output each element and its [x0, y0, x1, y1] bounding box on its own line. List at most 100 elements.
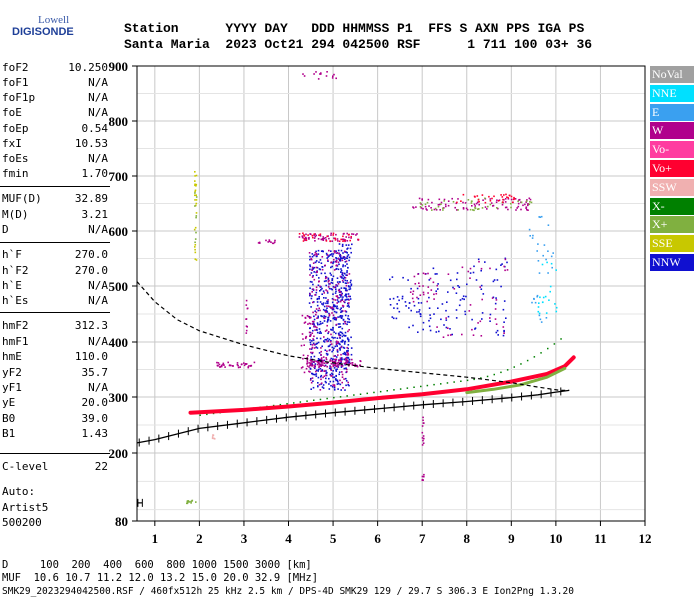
echo-dot	[520, 201, 523, 204]
echo-dot	[534, 301, 537, 304]
echo-dot	[343, 378, 345, 380]
echo-dot	[340, 360, 342, 362]
echo-dot	[433, 298, 435, 300]
echo-dot	[311, 295, 313, 297]
echo-dot	[311, 268, 314, 271]
echo-dot	[333, 355, 336, 357]
echo-dot	[497, 200, 500, 202]
echo-dot	[501, 263, 503, 265]
echo-dot	[328, 314, 331, 317]
param-value: 1.70	[81, 167, 109, 180]
echo-dot	[341, 371, 343, 373]
echo-dot	[188, 501, 191, 503]
echo-dot	[328, 338, 331, 341]
echo-dot	[338, 290, 341, 292]
echo-dot	[310, 351, 312, 354]
echo-dot	[342, 238, 345, 241]
echo-dot	[507, 208, 509, 211]
echo-dot	[312, 386, 315, 389]
echo-dot	[440, 383, 442, 385]
echo-dot	[346, 263, 348, 265]
echo-dot	[195, 185, 197, 187]
echo-dot	[335, 261, 337, 263]
echo-dot	[327, 302, 329, 305]
echo-dot	[325, 352, 328, 355]
echo-dot	[351, 364, 354, 366]
echo-dot	[311, 269, 313, 271]
echo-dot	[332, 75, 334, 77]
echo-dot	[337, 301, 340, 303]
echo-dot	[341, 273, 343, 276]
auto-label: Auto:	[2, 485, 36, 498]
echo-dot	[345, 380, 348, 382]
echo-dot	[463, 298, 465, 301]
echo-dot	[412, 206, 414, 208]
echo-dot	[194, 244, 197, 246]
echo-dot	[253, 361, 256, 364]
echo-dot	[339, 383, 342, 386]
echo-dot	[447, 334, 449, 337]
echo-dot	[324, 380, 327, 383]
echo-dot	[325, 374, 327, 376]
echo-dot	[312, 288, 315, 290]
param-key: foF1	[2, 76, 29, 89]
param-key: hmF1	[2, 335, 29, 348]
legend-item: E	[650, 103, 694, 121]
echo-dot	[301, 366, 304, 368]
echo-dot	[547, 250, 549, 252]
echo-dot	[335, 375, 337, 377]
echo-dot	[432, 267, 435, 270]
echo-dot	[459, 299, 462, 301]
echo-dot	[349, 295, 351, 298]
echo-dot	[489, 203, 492, 206]
echo-dot	[359, 360, 361, 362]
echo-dot	[347, 244, 350, 246]
echo-dot	[540, 352, 542, 354]
echo-dot	[443, 200, 445, 202]
echo-dot	[454, 206, 456, 209]
echo-dot	[346, 248, 348, 250]
echo-dot	[469, 304, 472, 306]
x-tick-label: 2	[196, 531, 203, 546]
echo-dot	[230, 364, 232, 367]
echo-dot	[526, 359, 529, 362]
echo-dot	[313, 347, 316, 349]
echo-dot	[347, 330, 349, 333]
echo-dot	[346, 371, 348, 373]
echo-dot	[245, 304, 248, 306]
echo-dot	[430, 289, 433, 291]
echo-dot	[330, 281, 333, 284]
echo-dot	[314, 326, 317, 328]
echo-dot	[422, 207, 424, 210]
echo-dot	[268, 240, 271, 243]
echo-dot	[335, 268, 337, 270]
echo-dot	[471, 200, 473, 203]
echo-dot	[399, 388, 402, 390]
echo-dot	[350, 336, 352, 339]
echo-dot	[316, 322, 319, 324]
echo-dot	[199, 414, 201, 416]
echo-dot	[322, 376, 324, 379]
echo-dot	[336, 349, 339, 351]
echo-dot	[457, 285, 459, 287]
echo-dot	[428, 307, 431, 309]
echo-dot	[302, 240, 305, 242]
echo-dot	[427, 198, 430, 201]
echo-dot	[326, 307, 328, 309]
echo-dot	[555, 269, 557, 271]
echo-dot	[316, 317, 318, 319]
echo-dot	[469, 208, 472, 211]
echo-dot	[339, 315, 342, 317]
echo-dot	[195, 202, 198, 205]
echo-dot	[422, 435, 425, 437]
echo-dot	[329, 343, 332, 346]
footer-distance-row: D 100 200 400 600 800 1000 1500 3000 [km…	[2, 559, 312, 571]
echo-dot	[327, 340, 330, 342]
echo-dot	[418, 309, 421, 311]
echo-dot	[195, 183, 198, 186]
echo-dot	[453, 381, 455, 383]
echo-dot	[323, 320, 326, 322]
echo-dot	[195, 174, 198, 177]
echo-dot	[326, 362, 328, 364]
echo-dot	[322, 364, 324, 367]
